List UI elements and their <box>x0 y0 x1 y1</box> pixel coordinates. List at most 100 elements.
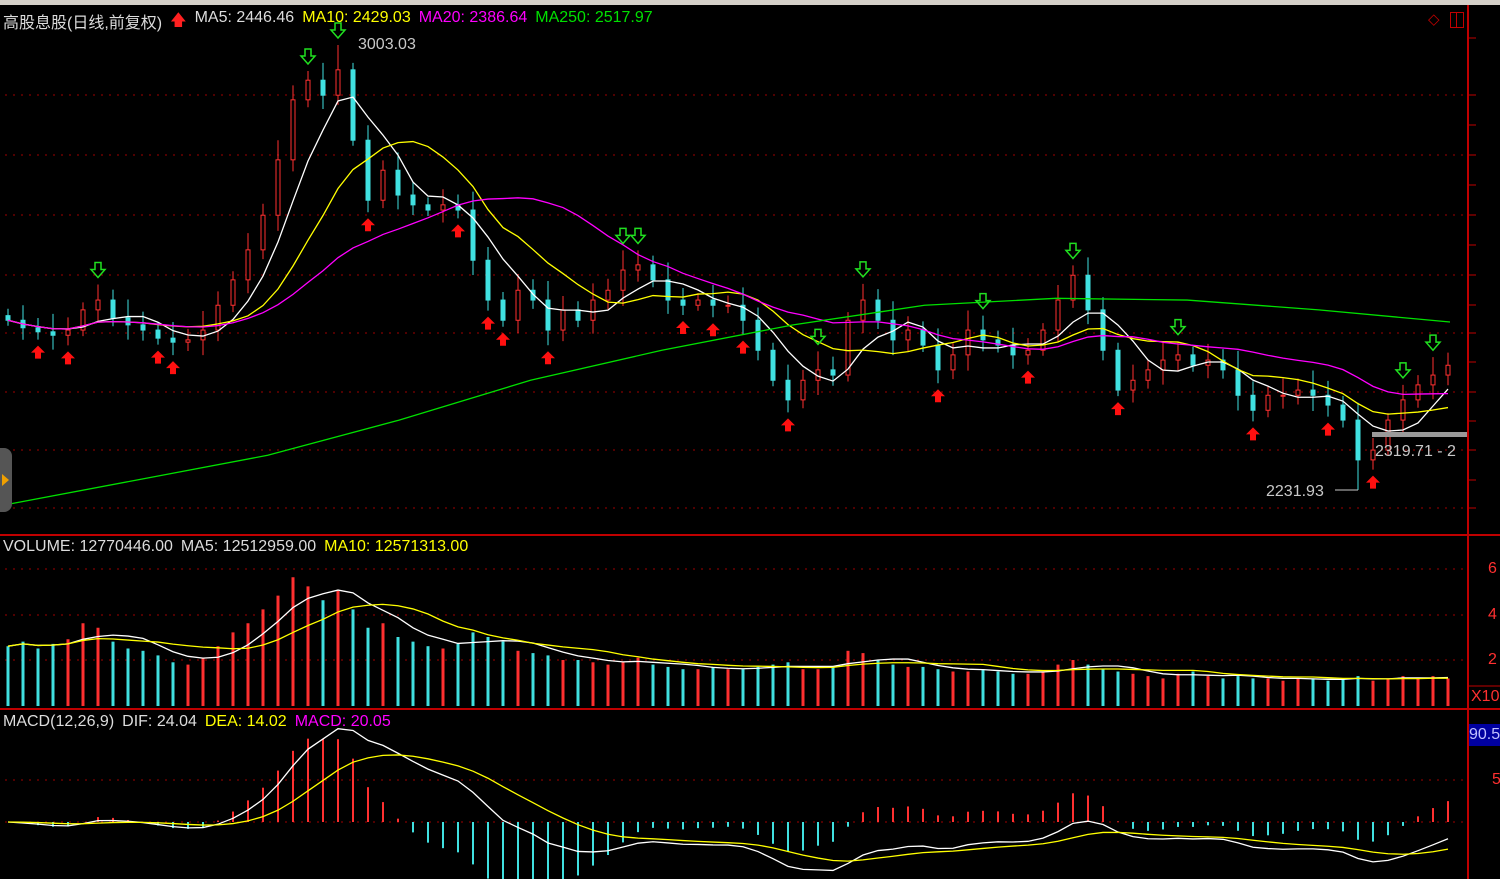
volume-axis-tick: 2 <box>1488 651 1497 668</box>
candle-body <box>1115 349 1121 391</box>
candle-body <box>875 299 881 321</box>
buy-signal-arrow-icon <box>151 350 165 364</box>
price-legend: 高股息股(日线,前复权) 🡅 MA5: 2446.46 MA10: 2429.0… <box>3 9 653 36</box>
range-label: 2319.71 - 2 <box>1375 443 1456 460</box>
macd-title: MACD(12,26,9) <box>3 713 115 730</box>
volume-ma10: MA10: 12571313.00 <box>324 538 469 555</box>
buy-signal-arrow-icon <box>541 351 555 365</box>
ma250-value: MA250: 2517.97 <box>535 9 653 26</box>
candle-body <box>80 309 86 331</box>
window-top-strip <box>0 0 1500 5</box>
macd-value: MACD: 20.05 <box>294 713 391 730</box>
buy-signal-arrow-icon <box>1021 370 1035 384</box>
candle-body <box>500 299 506 321</box>
candle-body <box>50 331 56 336</box>
dif-value: DIF: 24.04 <box>122 713 197 730</box>
diamond-icon[interactable]: ◇ <box>1428 11 1440 28</box>
candle-body <box>245 249 251 281</box>
candle-body <box>410 194 416 206</box>
candle-body <box>1070 274 1076 301</box>
ma10-value: MA10: 2429.03 <box>302 9 411 26</box>
buy-signal-arrow-icon <box>361 218 375 232</box>
candle-body <box>440 204 446 211</box>
candle-body <box>1055 299 1061 331</box>
volume-legend: VOLUME: 12770446.00 MA5: 12512959.00 MA1… <box>3 538 468 556</box>
macd-legend: MACD(12,26,9) DIF: 24.04 DEA: 14.02 MACD… <box>3 713 391 731</box>
sell-signal-arrow-icon <box>614 227 632 245</box>
candle-body <box>1430 374 1436 386</box>
candle-body <box>1040 329 1046 351</box>
candle-body <box>665 279 671 301</box>
buy-signal-arrow-icon <box>706 323 720 337</box>
candle-body <box>1340 404 1346 421</box>
candle-body <box>575 309 581 321</box>
candle-body <box>800 379 806 401</box>
sell-signal-arrow-icon <box>629 227 647 245</box>
candle-body <box>515 289 521 321</box>
candle-body <box>965 329 971 356</box>
sell-signal-arrow-icon <box>89 261 107 279</box>
dea-line <box>7 754 1449 862</box>
candle-body <box>260 214 266 251</box>
candle-body <box>1025 349 1031 356</box>
buy-signal-arrow-icon <box>481 316 495 330</box>
sell-signal-arrow-icon <box>329 22 347 40</box>
sell-signal-arrow-icon <box>299 48 317 66</box>
buy-signal-arrow-icon <box>736 340 750 354</box>
candle-body <box>1145 369 1151 381</box>
candle-body <box>140 324 146 331</box>
sidebar-expand-tab[interactable] <box>0 448 12 512</box>
candle-body <box>635 264 641 271</box>
candle-body <box>65 329 71 336</box>
dif-line <box>7 728 1449 872</box>
macd-axis-top: 90.5 <box>1469 724 1500 746</box>
sell-signal-arrow-icon <box>974 292 992 310</box>
candle-body <box>1280 394 1286 397</box>
sell-signal-arrow-icon <box>1064 242 1082 260</box>
candle-body <box>785 379 791 401</box>
candle-body <box>680 299 686 306</box>
sell-signal-arrow-icon <box>1169 318 1187 336</box>
volume-value: VOLUME: 12770446.00 <box>3 538 173 555</box>
candle-body <box>905 329 911 341</box>
expand-arrow-icon <box>2 474 9 486</box>
buy-signal-arrow-icon <box>1246 427 1260 441</box>
candle-body <box>1355 419 1361 461</box>
candle-body <box>860 299 866 321</box>
buy-signal-arrow-icon <box>496 332 510 346</box>
split-view-icon[interactable] <box>1450 12 1464 28</box>
candle-body <box>95 299 101 311</box>
candle-body <box>1400 399 1406 421</box>
candle-body <box>35 327 41 333</box>
volume-ma5: MA5: 12512959.00 <box>180 538 317 555</box>
candle-body <box>770 349 776 381</box>
sell-signal-arrow-icon <box>809 328 827 346</box>
candle-body <box>1175 354 1181 361</box>
buy-signal-arrow-icon <box>31 345 45 359</box>
volume-axis-tick: 4 <box>1488 606 1497 623</box>
candle-body <box>335 69 341 96</box>
candle-body <box>185 339 191 343</box>
candle-body <box>590 299 596 321</box>
candle-body <box>320 79 326 96</box>
ma5-value: MA5: 2446.46 <box>194 9 295 26</box>
candle-body <box>230 279 236 306</box>
candle-body <box>1325 394 1331 406</box>
range-marker-bar <box>1372 432 1467 437</box>
volume-unit: X10 <box>1471 688 1500 705</box>
buy-signal-arrow-icon <box>1111 402 1125 416</box>
candle-body <box>995 339 1001 346</box>
candle-body <box>1235 369 1241 396</box>
candle-body <box>935 344 941 371</box>
buy-signal-arrow-icon <box>451 224 465 238</box>
candle-body <box>170 337 176 343</box>
candle-body <box>1085 274 1091 311</box>
candle-body <box>560 309 566 331</box>
candle-body <box>1190 354 1196 366</box>
candle-body <box>365 139 371 201</box>
candle-body <box>305 79 311 101</box>
candle-body <box>605 289 611 301</box>
candle-body <box>1415 384 1421 401</box>
candle-body <box>845 319 851 376</box>
